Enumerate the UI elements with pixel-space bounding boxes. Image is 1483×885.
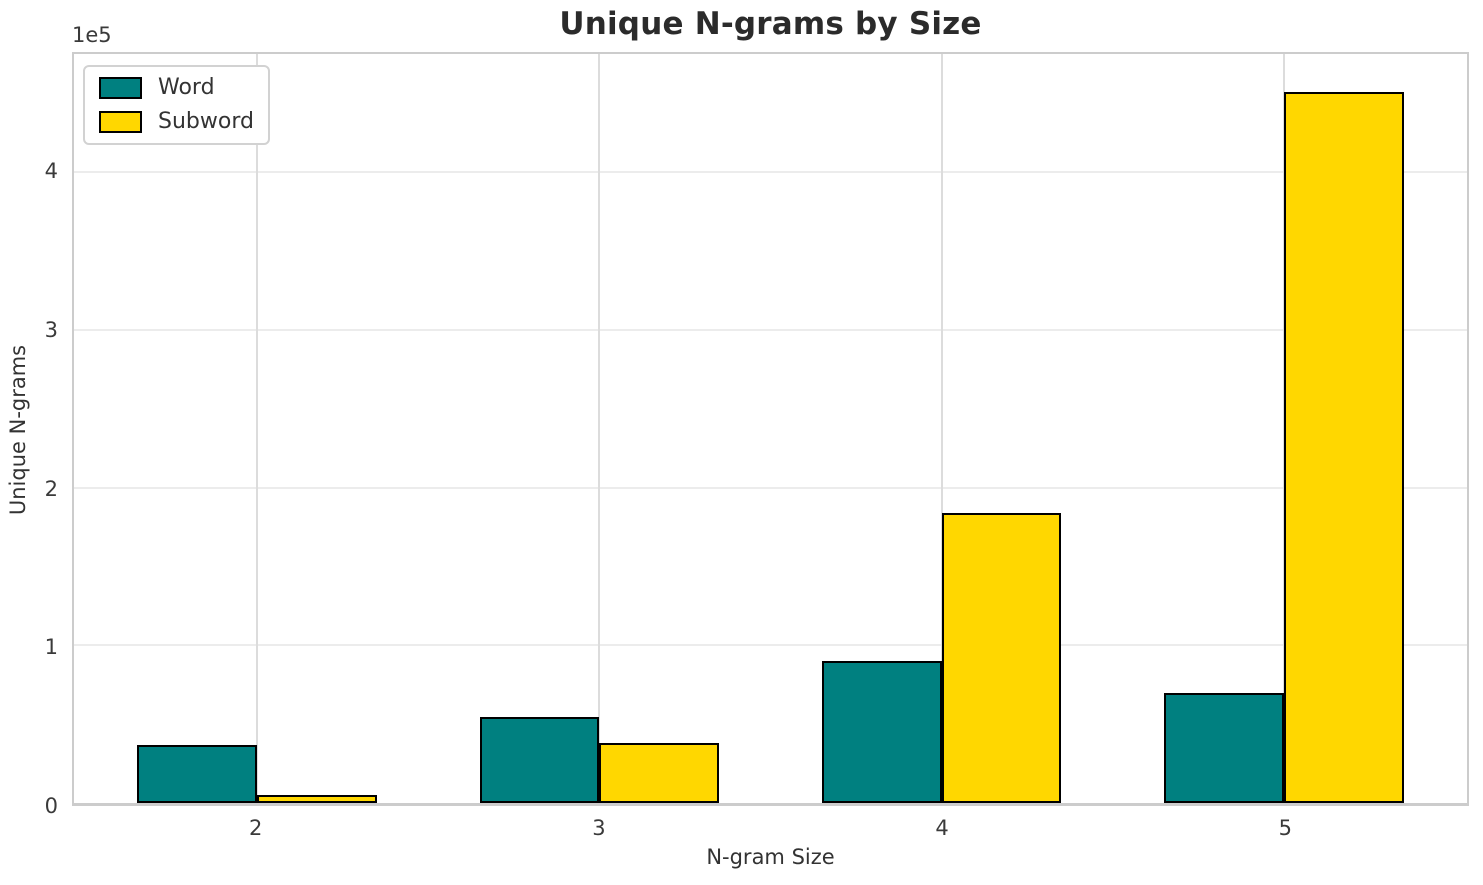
bar-word-2	[137, 744, 258, 803]
x-axis-label: N-gram Size	[706, 845, 835, 869]
y-gridline-1	[74, 644, 1467, 647]
bar-subword-5	[1283, 91, 1404, 803]
plot-area: Word Subword	[72, 52, 1469, 806]
legend: Word Subword	[83, 65, 270, 145]
x-gridline-3	[598, 54, 601, 803]
y-axis-offset-text: 1e5	[72, 23, 112, 47]
x-tick-label-5: 5	[1278, 816, 1293, 840]
y-tick-label-0: 0	[44, 794, 58, 818]
legend-item-subword: Subword	[99, 110, 254, 134]
y-axis-label: Unique N-grams	[6, 344, 30, 516]
x-gridline-2	[256, 54, 259, 803]
x-tick-label-4: 4	[935, 816, 949, 840]
bar-subword-3	[599, 743, 720, 803]
x-tick-label-2: 2	[248, 816, 263, 840]
y-tick-label-3: 3	[44, 317, 58, 342]
bar-word-4	[821, 661, 942, 803]
y-tick-label-2: 2	[44, 476, 58, 501]
legend-label-subword: Subword	[158, 109, 254, 134]
x-tick-label-3: 3	[592, 816, 606, 840]
chart-title: Unique N-grams by Size	[559, 6, 982, 42]
bar-word-3	[479, 717, 600, 803]
legend-swatch-subword	[99, 111, 142, 133]
legend-item-word: Word	[99, 76, 254, 100]
y-gridline-2	[74, 486, 1467, 489]
legend-label-word: Word	[158, 75, 215, 100]
bar-word-5	[1164, 693, 1284, 803]
y-tick-label-4: 4	[44, 159, 58, 184]
bar-subword-4	[941, 512, 1062, 803]
bar-subword-2	[257, 795, 377, 803]
legend-swatch-word	[99, 77, 142, 99]
y-gridline-4	[74, 171, 1467, 174]
y-tick-label-1: 1	[44, 635, 58, 660]
x-gridline-4	[940, 54, 943, 803]
y-gridline-3	[74, 328, 1467, 331]
